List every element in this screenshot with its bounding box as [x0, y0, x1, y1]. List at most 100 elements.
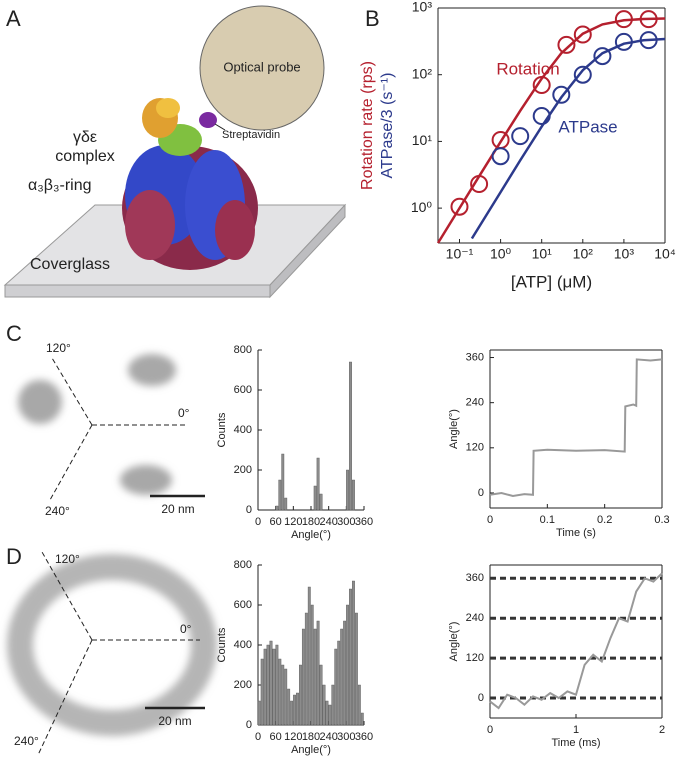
x-tick-label: 0 [487, 724, 493, 736]
bar [310, 604, 314, 726]
y-tick-label: 400 [234, 639, 252, 651]
bar [260, 658, 264, 726]
y-tick-label: 0 [246, 504, 252, 516]
bar [299, 664, 302, 726]
fit-line [470, 37, 666, 240]
y-axis-title: Rotation rate (rps) [359, 61, 376, 190]
angle-label: 0° [180, 622, 192, 636]
x-tick-label: 360 [355, 516, 373, 528]
bar [269, 640, 273, 726]
bar [340, 628, 344, 726]
panel-label: C [6, 321, 22, 346]
marker [532, 107, 551, 126]
scatter-cloud [18, 354, 176, 495]
x-tick-label: 10⁰ [490, 246, 512, 262]
y-axis-title: Angle(°) [448, 622, 460, 662]
y-axis-title: Counts [216, 627, 228, 662]
legend-label: Rotation [496, 59, 559, 78]
x-tick-label: 0.2 [597, 514, 612, 526]
x-tick-label: 300 [337, 516, 355, 528]
marker [491, 147, 510, 166]
y-tick-label: 600 [234, 599, 252, 611]
panel-label: A [6, 6, 21, 31]
x-tick-label: 10⁴ [654, 246, 676, 262]
bar [352, 479, 355, 511]
streptavidin-label: Streptavidin [222, 129, 280, 141]
angle-line [37, 551, 200, 756]
y-tick-label: 0 [478, 692, 484, 704]
angle-label: 120° [46, 341, 71, 355]
bar [278, 658, 282, 726]
glass-label: Coverglass [30, 256, 110, 273]
bar [278, 479, 282, 511]
bar [349, 588, 352, 726]
y-tick-label: 10² [412, 65, 433, 81]
x-tick-label: 120 [284, 731, 302, 743]
bar [349, 361, 352, 511]
x-tick-label: 0.1 [540, 514, 555, 526]
y-tick-label: 240 [466, 397, 484, 409]
y-tick-label: 0 [478, 487, 484, 499]
marker [614, 10, 633, 29]
y-axis-title: Counts [216, 412, 228, 447]
y-tick-label: 10³ [412, 0, 433, 15]
x-tick-label: 10⁻¹ [446, 246, 474, 262]
angle-label: 240° [14, 734, 39, 748]
marker [552, 85, 571, 104]
trace [489, 358, 663, 498]
bar [284, 497, 288, 511]
legend-label: ATPase [558, 117, 617, 136]
marker [639, 31, 658, 50]
y-tick-label: 800 [234, 559, 252, 571]
ring-label: α₃β₃-ring [28, 177, 92, 194]
bar [322, 684, 326, 726]
x-tick-label: 0 [255, 516, 261, 528]
x-axis-title: Angle(°) [291, 529, 331, 541]
angle-label: 120° [55, 552, 80, 566]
x-axis-title: Angle(°) [291, 744, 331, 756]
complex-label: complex [55, 148, 115, 165]
bar [290, 700, 294, 726]
x-axis-title: Time (ms) [551, 737, 600, 749]
bar [319, 493, 323, 511]
x-tick-label: 60 [270, 516, 282, 528]
probe-label: Optical probe [223, 59, 300, 74]
bar [307, 586, 311, 726]
bar [328, 704, 332, 726]
bar [352, 580, 355, 726]
x-tick-label: 1 [573, 724, 579, 736]
y-tick-label: 240 [466, 612, 484, 624]
y-tick-label: 10¹ [412, 132, 433, 148]
bar [360, 712, 364, 726]
bar [275, 644, 279, 726]
y-tick-label: 120 [466, 652, 484, 664]
y-tick-label: 360 [466, 351, 484, 363]
bar [357, 684, 361, 726]
x-tick-label: 10³ [614, 246, 635, 262]
marker [557, 35, 576, 54]
x-axis-title: Time (s) [556, 527, 596, 539]
x-tick-label: 2 [659, 724, 665, 736]
x-tick-label: 120 [284, 516, 302, 528]
x-tick-label: 300 [337, 731, 355, 743]
angle-line [49, 357, 185, 501]
bar [281, 453, 285, 511]
scatter-cloud [7, 554, 217, 736]
x-tick-label: 240 [319, 516, 337, 528]
y-tick-label: 120 [466, 442, 484, 454]
marker [511, 127, 530, 146]
marker [573, 25, 592, 44]
bar [346, 604, 349, 726]
x-tick-label: 60 [270, 731, 282, 743]
angle-label: 240° [45, 504, 70, 518]
bar [316, 620, 320, 726]
bar [272, 648, 276, 726]
bar [313, 628, 317, 726]
bar [284, 668, 288, 726]
bar [287, 688, 291, 726]
marker [614, 32, 633, 51]
bar [354, 612, 358, 726]
y-tick-label: 360 [466, 572, 484, 584]
bar [337, 640, 341, 726]
x-tick-label: 0 [487, 514, 493, 526]
